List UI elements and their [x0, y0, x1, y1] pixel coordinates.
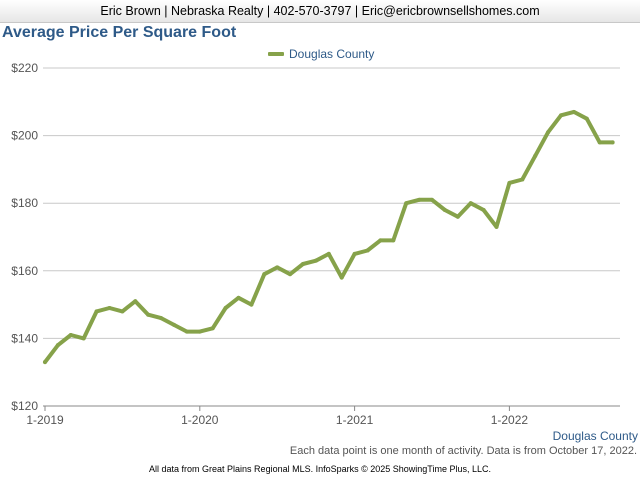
data-point — [430, 197, 434, 202]
series-end-label: Douglas County — [552, 429, 638, 443]
y-tick-label: $120 — [11, 399, 38, 413]
data-point — [288, 272, 293, 277]
data-point — [223, 305, 228, 310]
data-point — [68, 333, 73, 338]
data-point — [597, 140, 602, 145]
x-tick-label: 1-2020 — [181, 413, 219, 427]
contact-text: Eric Brown | Nebraska Realty | 402-570-3… — [100, 4, 540, 18]
data-point — [94, 309, 99, 314]
data-point — [55, 343, 60, 348]
data-point — [378, 238, 383, 243]
data-point — [455, 214, 460, 219]
data-point — [159, 316, 164, 321]
data-point — [559, 113, 563, 118]
data-point — [275, 265, 280, 270]
data-point — [184, 329, 189, 334]
x-tick-label: 1-2019 — [26, 413, 64, 427]
data-point — [546, 130, 551, 135]
data-point — [571, 109, 576, 114]
data-point — [404, 201, 409, 206]
data-point — [494, 224, 499, 229]
legend-swatch — [268, 52, 284, 56]
data-point — [352, 251, 357, 256]
data-point — [120, 309, 125, 314]
data-point — [43, 360, 47, 365]
data-point — [262, 272, 267, 277]
data-point — [533, 153, 538, 158]
data-point — [81, 336, 86, 341]
data-point — [520, 177, 525, 182]
data-point — [442, 207, 447, 212]
data-point — [610, 140, 615, 145]
data-point — [249, 302, 254, 307]
contact-header: Eric Brown | Nebraska Realty | 402-570-3… — [0, 0, 640, 23]
x-tick-label: 1-2021 — [336, 413, 374, 427]
data-point — [133, 299, 138, 304]
data-point — [313, 258, 318, 263]
y-tick-label: $200 — [11, 129, 38, 143]
data-point — [339, 275, 344, 280]
chart-title: Average Price Per Square Foot — [2, 24, 237, 41]
data-note: Each data point is one month of activity… — [289, 445, 637, 457]
data-point — [172, 322, 176, 327]
data-point — [584, 116, 589, 121]
data-point — [391, 238, 396, 243]
data-point — [417, 197, 422, 202]
y-tick-label: $160 — [11, 264, 38, 278]
data-point — [326, 251, 331, 256]
legend: Douglas County — [268, 46, 374, 62]
data-point — [146, 312, 151, 317]
data-point — [210, 326, 215, 331]
data-point — [197, 329, 202, 334]
data-point — [107, 305, 112, 310]
y-tick-label: $140 — [11, 331, 38, 345]
series-line-douglas-county — [43, 109, 615, 365]
legend-label: Douglas County — [289, 47, 375, 61]
y-tick-label: $180 — [11, 196, 38, 210]
data-point — [481, 207, 486, 212]
data-point — [301, 262, 305, 267]
data-point — [236, 295, 241, 300]
footer-credit: All data from Great Plains Regional MLS.… — [149, 464, 491, 474]
data-point — [365, 248, 370, 253]
data-point — [468, 201, 473, 206]
x-tick-label: 1-2022 — [491, 413, 529, 427]
data-point — [507, 180, 512, 185]
y-tick-label: $220 — [11, 61, 38, 75]
